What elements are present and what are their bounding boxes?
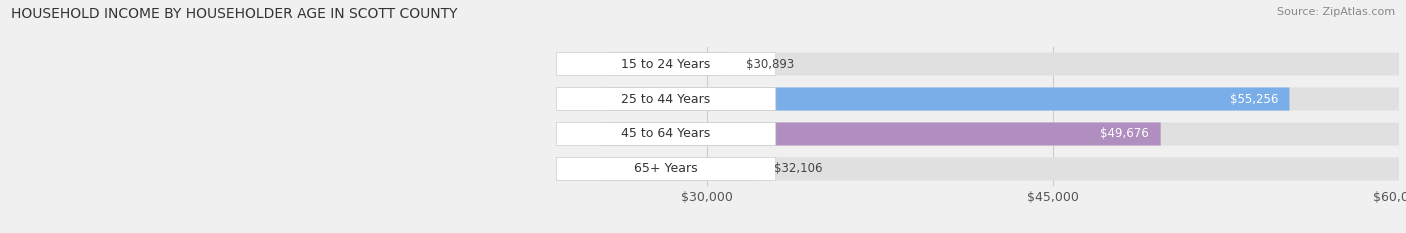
FancyBboxPatch shape — [603, 158, 1399, 181]
Text: $49,676: $49,676 — [1101, 127, 1149, 140]
Text: 45 to 64 Years: 45 to 64 Years — [621, 127, 711, 140]
Text: $30,893: $30,893 — [745, 58, 794, 71]
FancyBboxPatch shape — [603, 52, 727, 75]
Text: HOUSEHOLD INCOME BY HOUSEHOLDER AGE IN SCOTT COUNTY: HOUSEHOLD INCOME BY HOUSEHOLDER AGE IN S… — [11, 7, 458, 21]
FancyBboxPatch shape — [603, 123, 1161, 145]
FancyBboxPatch shape — [557, 88, 776, 111]
FancyBboxPatch shape — [603, 88, 1289, 111]
FancyBboxPatch shape — [603, 158, 755, 181]
FancyBboxPatch shape — [557, 52, 776, 75]
Text: Source: ZipAtlas.com: Source: ZipAtlas.com — [1277, 7, 1395, 17]
FancyBboxPatch shape — [557, 123, 776, 145]
FancyBboxPatch shape — [603, 52, 1399, 75]
Text: $32,106: $32,106 — [773, 162, 823, 175]
Text: 15 to 24 Years: 15 to 24 Years — [621, 58, 711, 71]
FancyBboxPatch shape — [603, 88, 1399, 111]
Text: 25 to 44 Years: 25 to 44 Years — [621, 93, 711, 106]
FancyBboxPatch shape — [557, 158, 776, 181]
Text: $55,256: $55,256 — [1230, 93, 1278, 106]
FancyBboxPatch shape — [603, 123, 1399, 145]
Text: 65+ Years: 65+ Years — [634, 162, 697, 175]
